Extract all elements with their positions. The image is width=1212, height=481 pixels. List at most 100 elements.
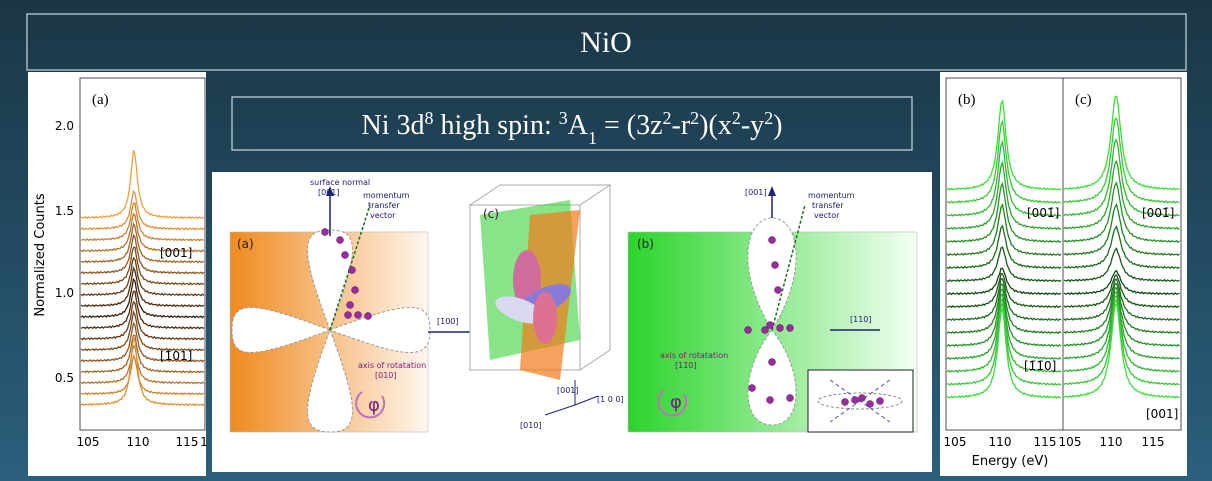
formula-part: ) xyxy=(773,110,782,141)
x-ticks: 105 110 115 105 110 115 xyxy=(944,435,1165,449)
bead xyxy=(851,396,859,404)
spectrum-line xyxy=(1063,287,1180,347)
y-tick-label: 1.5 xyxy=(55,204,74,218)
spectrum-line xyxy=(946,160,1062,231)
spectrum-line xyxy=(1063,247,1180,283)
spectrum-line xyxy=(946,139,1062,218)
spectrum-line xyxy=(80,321,205,363)
formula-part: 2 xyxy=(690,108,699,128)
bead xyxy=(774,286,782,294)
spectrum-line xyxy=(80,233,205,275)
spectrum-line xyxy=(80,221,205,264)
spectrum-line xyxy=(946,246,1062,283)
spectrum-line xyxy=(80,150,205,220)
spectrum-line xyxy=(946,203,1062,257)
annotation: [1̄01] xyxy=(160,349,192,363)
formula: Ni 3d8 high spin: 3A1 = (3z2-r2)(x2-y2) xyxy=(362,108,783,148)
spectrum-line xyxy=(946,272,1062,309)
panel-label: (b) xyxy=(958,92,976,108)
title-box xyxy=(26,13,1187,71)
panel-label: (c) xyxy=(1075,92,1092,108)
spectrum-line xyxy=(80,202,205,242)
spectrum-line xyxy=(80,189,205,231)
label: [1 0 0] xyxy=(597,395,624,404)
spectrum-line xyxy=(80,334,205,374)
title: NiO xyxy=(580,26,632,59)
momentum-line xyxy=(771,204,806,331)
spectrum-line xyxy=(80,290,205,330)
formula-part: )(x xyxy=(699,110,732,141)
label: momentum xyxy=(363,191,410,200)
label: [100] xyxy=(437,317,459,326)
formula-part: -r xyxy=(672,110,691,141)
label: transfer xyxy=(812,201,844,210)
y-axis-title: Normalized Counts xyxy=(33,193,48,316)
annotation: [001̄] xyxy=(1142,206,1174,220)
right-panel xyxy=(940,72,1187,476)
spectrum-line xyxy=(1063,95,1180,191)
formula-part: high spin: xyxy=(434,110,559,141)
formula-part: Ni 3d xyxy=(362,110,425,141)
x-tick-label: 1 xyxy=(200,435,208,449)
bead xyxy=(841,398,849,406)
bead xyxy=(744,326,752,334)
y-tick-label: 2.0 xyxy=(55,119,74,133)
spectrum-line xyxy=(80,256,205,297)
spectrum-line xyxy=(80,309,205,352)
formula-part: 2 xyxy=(663,108,672,128)
x-tick-label: 105 xyxy=(77,435,100,449)
spectrum-line xyxy=(1063,269,1180,296)
bead xyxy=(858,394,866,402)
formula-part: -y xyxy=(741,110,764,141)
spectrum-line xyxy=(80,335,205,407)
bead xyxy=(766,396,774,404)
bead xyxy=(346,301,354,309)
spectrum-line xyxy=(946,181,1062,244)
rotation-arrow xyxy=(355,391,386,419)
x-tick-label: 105 xyxy=(1059,435,1082,449)
spectrum-line xyxy=(946,224,1062,270)
bead xyxy=(768,358,776,366)
label: axis of rotatation xyxy=(358,361,426,370)
arrowhead xyxy=(326,186,334,196)
label: surface normal xyxy=(310,178,370,187)
beads xyxy=(321,228,884,408)
spectrum-line xyxy=(80,277,205,319)
bead xyxy=(866,400,874,408)
spectrum-line xyxy=(946,278,1062,322)
x-tick-label: 110 xyxy=(989,435,1012,449)
bead xyxy=(876,397,884,405)
y-tick-label: 0.5 xyxy=(55,371,74,385)
bead xyxy=(776,324,784,332)
annotation: [1̄1̄0] xyxy=(1024,359,1056,373)
x-tick-label: 105 xyxy=(944,435,967,449)
label: [110] xyxy=(850,315,872,324)
bead xyxy=(321,228,329,236)
label: [001] xyxy=(318,188,340,197)
left-panel xyxy=(28,72,206,476)
formula-part: 2 xyxy=(732,108,741,128)
label: momentum xyxy=(808,191,855,200)
bead xyxy=(351,286,359,294)
spectrum-line xyxy=(1063,291,1180,360)
spectrum-line xyxy=(80,344,205,385)
x-ticks: 105 110 115 1 xyxy=(77,435,208,449)
inset-orbital xyxy=(817,392,903,410)
arrowhead xyxy=(768,186,776,196)
x-tick-label: 115 xyxy=(1034,435,1057,449)
lobe xyxy=(533,292,557,344)
bead xyxy=(761,326,769,334)
bead xyxy=(348,266,356,274)
plot-frame xyxy=(79,77,206,431)
panel-label: (b) xyxy=(637,237,654,251)
spectrum-line xyxy=(1063,295,1180,373)
spectrum-line xyxy=(80,353,205,396)
bead xyxy=(768,236,776,244)
spectrum-line xyxy=(946,293,1062,360)
bead xyxy=(766,321,774,329)
label: vector xyxy=(370,211,396,220)
spectrum-line xyxy=(1063,138,1180,217)
spectrum-line xyxy=(1063,273,1180,309)
spectrum-line xyxy=(80,300,205,341)
